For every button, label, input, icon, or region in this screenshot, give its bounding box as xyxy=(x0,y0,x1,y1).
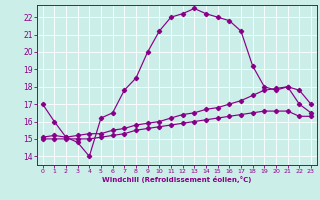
X-axis label: Windchill (Refroidissement éolien,°C): Windchill (Refroidissement éolien,°C) xyxy=(102,176,252,183)
